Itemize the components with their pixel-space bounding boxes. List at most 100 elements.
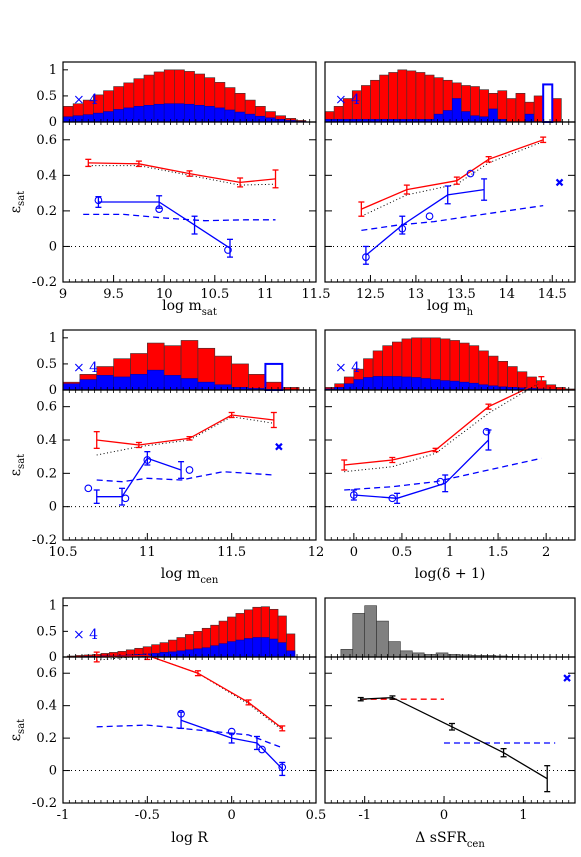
hist-bar-red — [533, 95, 544, 123]
hist-bar-red — [478, 350, 489, 391]
xtick-label: 1.5 — [488, 545, 509, 560]
xtick-label: 0 — [350, 545, 358, 560]
data-point-circle — [143, 456, 152, 464]
hist-bar-red — [248, 374, 266, 391]
x-axis-label-main: log(δ + 1) — [415, 566, 486, 582]
x-axis-label-main: Δ sSFR — [415, 830, 467, 846]
hist-bar-blue — [176, 650, 186, 658]
main-plot-4: -1 -0.5 0 0.5 -0.2 0 0.2 0.4 0.6 log R εsat — [8, 650, 327, 846]
blue-dashed-line — [344, 457, 542, 491]
data-point-circle — [224, 246, 232, 254]
hist-bar-blue — [343, 383, 355, 391]
hist-ytick-label: 0 — [49, 115, 57, 130]
data-point-circle — [349, 491, 358, 499]
data-point-circle — [436, 477, 445, 486]
hist-ytick-label: 1 — [49, 331, 57, 346]
x-axis-label-main: log R — [171, 830, 208, 846]
xtick-label: 0.5 — [306, 808, 327, 823]
hist-ytick-label: 0.5 — [36, 624, 57, 639]
hist-bar-blue — [62, 383, 81, 391]
ytick-label: 0 — [49, 500, 57, 515]
hist-ytick-label: 1 — [49, 63, 57, 78]
ytick-label: -0.2 — [32, 796, 57, 811]
hist-bar-blue — [433, 113, 444, 123]
hist-ytick-label: 1 — [49, 599, 57, 614]
y-axis-label-sub: sat — [16, 454, 27, 469]
hist-bar-red — [551, 98, 562, 123]
reference-dotted-line — [96, 416, 274, 456]
hist-bar-blue — [163, 103, 175, 123]
hist-bar-blue — [96, 375, 114, 391]
xtick-label: 10.5 — [49, 545, 78, 560]
histogram-1: × 4 — [324, 61, 576, 123]
hist-bar-red — [265, 381, 283, 391]
x-axis-label-sub: h — [467, 307, 474, 318]
hist-ytick-label: 0 — [49, 650, 57, 665]
xtick-label: 11 — [139, 545, 156, 560]
ytick-label: -0.2 — [32, 533, 57, 548]
xtick-label: 0 — [228, 808, 236, 823]
ytick-label: 0.6 — [36, 133, 57, 148]
panel-1: × 4 12.5 13 13.5 14 14.5 log mh — [324, 61, 576, 318]
hist-bar-blue — [218, 643, 228, 658]
ytick-label: 0 — [49, 764, 57, 779]
plot-frame — [62, 389, 317, 541]
xtick-label: -1 — [358, 808, 371, 823]
hist-bar-blue — [363, 377, 374, 391]
histogram-2: × 4 0 0.5 1 — [36, 329, 317, 398]
ytick-label: 0.4 — [36, 433, 57, 448]
x-axis-label: Δ sSFRcen — [415, 830, 485, 850]
hist-bar-gray — [364, 605, 377, 658]
xtick-label: 14 — [499, 287, 516, 302]
x-axis-label: log R — [171, 830, 208, 846]
hist-bar-red — [497, 90, 508, 123]
ytick-label: 0.4 — [36, 168, 57, 183]
y-axis-label-sub: sat — [16, 719, 27, 734]
main-plot-1: 12.5 13 13.5 14 14.5 log mh — [324, 121, 576, 318]
hist-bar-blue — [62, 116, 74, 123]
series-line-blue — [98, 201, 231, 249]
hist-bar-gray — [376, 620, 389, 658]
hist-bar-blue — [168, 651, 178, 658]
hist-bar-blue — [244, 638, 254, 658]
hist-bar-blue — [204, 106, 216, 123]
hist-bar-blue — [430, 379, 441, 391]
xtick-label: -0.5 — [135, 808, 160, 823]
hist-bar-red — [497, 361, 508, 391]
hist-bar-blue — [449, 380, 460, 391]
data-point-circle — [121, 494, 130, 503]
hist-bar-blue — [353, 379, 364, 391]
hist-bar-blue — [440, 380, 451, 391]
hist-bar-blue — [451, 98, 462, 123]
xtick-label: 0 — [440, 808, 448, 823]
xtick-label: -1 — [57, 808, 70, 823]
ytick-label: 0.6 — [36, 666, 57, 681]
main-plot-3: 0 0.5 1 1.5 2 log(δ + 1) — [324, 376, 576, 582]
data-point-circle — [177, 709, 185, 718]
blue-dashed-line — [96, 471, 274, 483]
series-line-blue — [180, 719, 283, 770]
xtick-label: 11.5 — [302, 287, 331, 302]
ytick-label: 0.2 — [36, 731, 57, 746]
reference-dotted-line — [96, 654, 283, 731]
data-point-circle — [227, 727, 236, 736]
xtick-label: 9.5 — [103, 287, 124, 302]
series-line-black — [360, 696, 548, 780]
hist-bar-blue — [147, 369, 165, 391]
data-point-circle — [258, 745, 266, 754]
hist-bar-blue — [524, 113, 535, 123]
data-point-cross — [555, 178, 564, 187]
xtick-label: 1 — [519, 808, 527, 823]
data-point-circle — [94, 196, 103, 205]
data-point-circle — [84, 484, 93, 493]
xtick-label: 2 — [542, 545, 550, 560]
hist-bar-blue — [420, 378, 432, 391]
histogram-3: × 4 — [324, 329, 576, 391]
hist-bar-blue — [193, 648, 203, 658]
series-line-red — [361, 139, 544, 210]
data-point-circle — [388, 494, 397, 503]
multiplier-label: × 4 — [73, 92, 98, 108]
histogram-5 — [324, 597, 576, 658]
hist-bar-gray — [412, 652, 425, 658]
